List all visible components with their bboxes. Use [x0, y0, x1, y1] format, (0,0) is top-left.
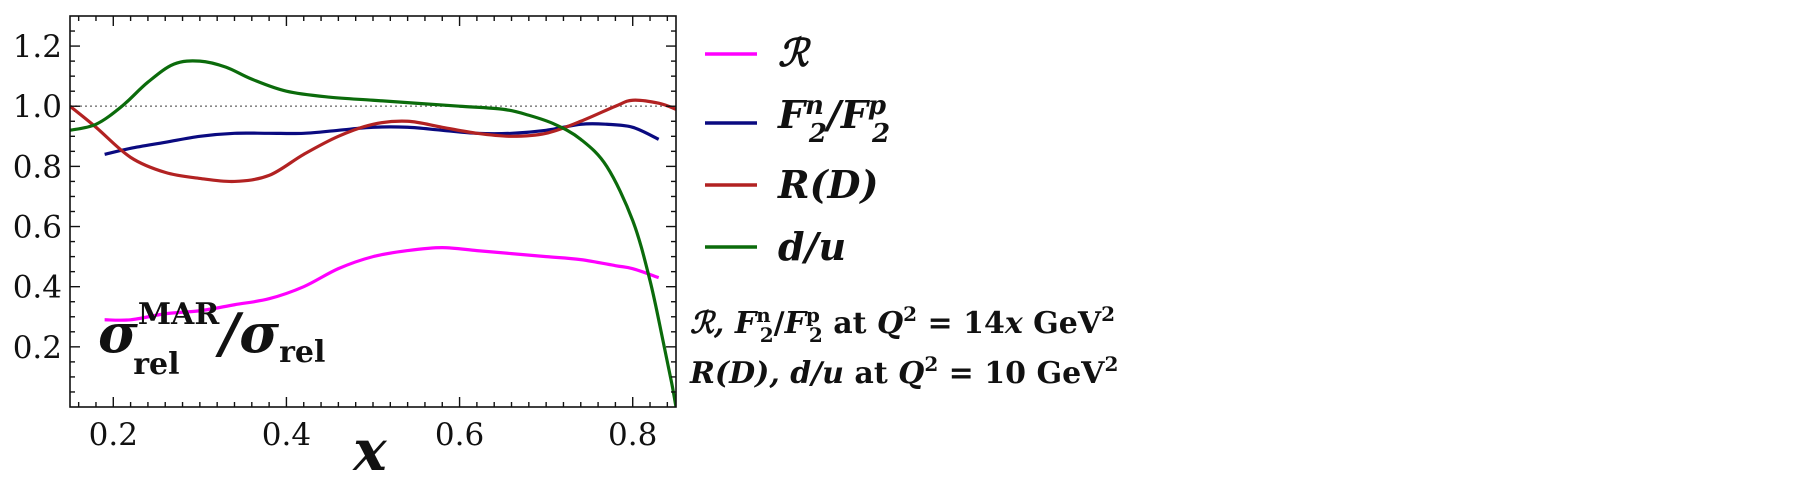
- note-line-2: R(D), d/u at Q2 = 10 GeV2: [689, 352, 1118, 391]
- note1-F-sub: 2: [760, 323, 774, 347]
- note1-slash: /: [774, 306, 785, 341]
- legend-F-slash: /: [823, 92, 844, 137]
- series-line-RD: [70, 98, 676, 184]
- legend-label-R: ℛ: [778, 30, 812, 75]
- note2-Q: Q: [898, 356, 924, 391]
- series-group: [70, 59, 676, 407]
- y-tick-label: 1.0: [13, 89, 62, 125]
- y-tick-label: 1.2: [13, 29, 62, 65]
- note1-Q-sup: 2: [903, 302, 917, 326]
- inner-label-sigma2: σ: [239, 301, 279, 365]
- y-tick-label: 0.8: [13, 149, 62, 185]
- x-tick-label: 0.2: [89, 417, 138, 453]
- note1-at: at: [823, 306, 877, 341]
- note2-eq: = 10 GeV: [938, 356, 1105, 391]
- y-tick-label: 0.4: [13, 270, 62, 306]
- x-tick-label: 0.4: [262, 417, 311, 453]
- legend-F-num: F: [777, 92, 808, 137]
- series-line-F2n-F2p: [104, 122, 660, 156]
- legend-F-num-sup: n: [805, 91, 824, 121]
- note2-gev-sup: 2: [1104, 352, 1118, 376]
- series-line-du: [70, 59, 676, 407]
- note-line-1: ℛ, Fn 2/Fp 2 at Q2 = 14x GeV2: [690, 302, 1115, 347]
- note1-F2-sup: p: [806, 303, 820, 327]
- y-tick-label: 0.6: [13, 210, 62, 246]
- note1-F2: F: [784, 306, 809, 341]
- x-tick-label: 0.8: [608, 417, 657, 453]
- legend-F-den: F: [840, 92, 871, 137]
- note2-Q-sup: 2: [924, 352, 938, 376]
- note1-R: ℛ,: [690, 306, 735, 341]
- x-tick-label: 0.6: [435, 417, 484, 453]
- tick-labels: 0.2 0.4 0.6 0.8 0.2 0.4 0.6 0.8 1.0 1.2: [13, 29, 658, 453]
- legend-label-F2n-F2p: Fn 2/Fp 2: [777, 91, 890, 149]
- inner-label-sub: rel: [133, 347, 179, 382]
- legend-label-RD: R(D): [777, 162, 879, 207]
- legend-F-den-sup: p: [868, 91, 886, 121]
- note1-F2-sub: 2: [809, 323, 823, 347]
- note1-gev: GeV: [1023, 306, 1102, 341]
- note1-F: F: [734, 306, 759, 341]
- x-axis-label: x: [352, 418, 387, 484]
- note2-at: at: [844, 356, 898, 391]
- series-line-R: [104, 245, 660, 322]
- note1-x: x: [1004, 306, 1024, 341]
- legend: ℛ Fn 2/Fp 2 R(D) d/u: [705, 30, 890, 269]
- legend-label-du: d/u: [778, 224, 846, 269]
- note2-RD-du: R(D), d/u: [689, 356, 844, 391]
- legend-F-den-sub: 2: [871, 119, 890, 149]
- inner-label-sub2: rel: [279, 335, 325, 370]
- inner-label-sup: MAR: [138, 297, 220, 332]
- note1-F-sup: n: [756, 303, 771, 327]
- inner-label-sigma: σ: [98, 301, 138, 365]
- note1-eq: = 14: [917, 306, 1005, 341]
- inner-plot-label: σMAR rel/σrel: [98, 297, 325, 382]
- y-tick-label: 0.2: [13, 330, 62, 366]
- legend-F-num-sub: 2: [808, 119, 827, 149]
- note1-gev-sup: 2: [1101, 302, 1115, 326]
- note1-Q: Q: [877, 306, 903, 341]
- axis-ticks: [70, 16, 676, 407]
